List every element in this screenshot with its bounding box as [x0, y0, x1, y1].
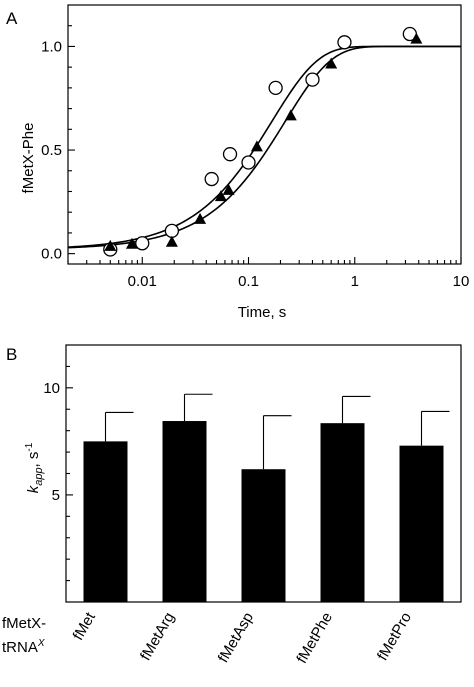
bar [162, 421, 207, 602]
triangle-data-point [194, 212, 207, 224]
triangle-data-point [284, 109, 297, 121]
x-tick-label: 1 [351, 273, 359, 290]
triangle-data-point [250, 140, 263, 152]
circle-data-point [305, 72, 320, 87]
y-tick-label: 0.5 [41, 142, 62, 159]
panel-a-frame [67, 4, 462, 265]
y-tick-label: 5 [52, 487, 60, 504]
circle-data-point [135, 236, 150, 251]
row-label-line1: fMetX- [2, 615, 46, 632]
panel-b-label: B [6, 345, 17, 364]
category-label: fMetArg [137, 610, 178, 664]
category-label: fMetPro [374, 610, 415, 664]
bar [399, 445, 444, 602]
category-label: fMetPhe [293, 610, 336, 667]
triangle-data-point [410, 32, 423, 44]
x-tick-label: 0.1 [238, 273, 259, 290]
y-tick-label: 1.0 [41, 38, 62, 55]
row-label-line2: tRNAX [2, 638, 45, 656]
panel-b-y-axis-label: kapp, s-1 [24, 442, 45, 493]
fit-curve-1 [67, 45, 461, 248]
panel-a-x-axis-label: Time, s [238, 304, 287, 321]
circle-data-point [241, 155, 256, 170]
category-label: fMet [70, 609, 100, 643]
circle-data-point [222, 147, 238, 162]
bar [83, 441, 128, 602]
triangle-data-point [222, 183, 235, 195]
x-tick-label: 0.01 [128, 273, 157, 290]
bar [320, 423, 365, 602]
triangle-data-point [125, 237, 138, 249]
triangle-data-point [325, 57, 338, 69]
fit-curve-2 [67, 45, 461, 249]
bar [241, 469, 286, 602]
y-tick-label: 0.0 [41, 246, 62, 263]
panel-b-plot-layer: 5 10 fMet fMetArg fMetAsp fMetPhe fMetPro [43, 365, 450, 667]
y-tick-label: 10 [43, 380, 60, 397]
panel-a-y-axis-label: fMetX-Phe [20, 123, 37, 194]
circle-data-point [268, 80, 283, 96]
x-tick-label: 10 [453, 273, 470, 290]
circle-data-point [337, 35, 352, 50]
triangle-data-point [165, 235, 178, 247]
panel-a-plot-layer: 0.01 0.1 1 10 0.0 0.5 1.0 [41, 25, 470, 290]
panel-a-label: A [6, 9, 18, 28]
circle-data-point [164, 223, 180, 238]
category-label: fMetAsp [215, 610, 257, 666]
circle-data-point [204, 171, 219, 187]
triangle-data-point [104, 239, 117, 251]
triangle-data-point [214, 190, 227, 202]
